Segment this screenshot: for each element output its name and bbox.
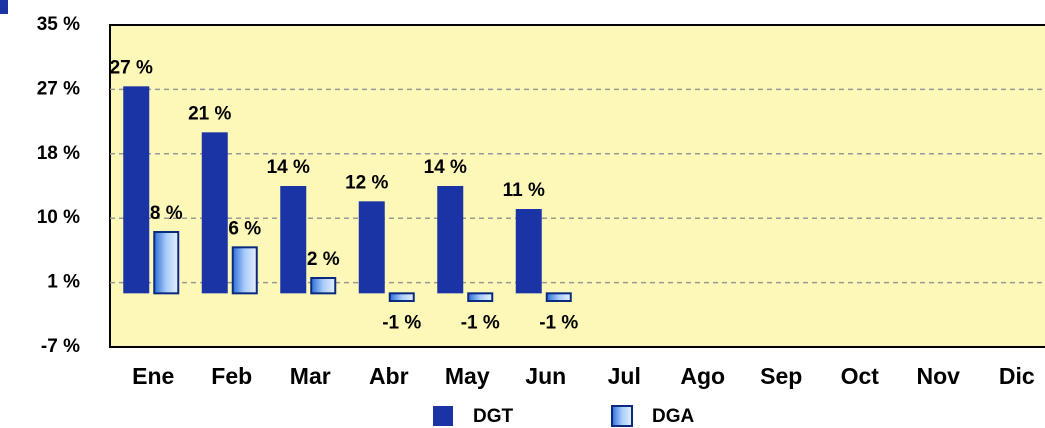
y-tick-label: 18 % — [37, 143, 80, 164]
x-tick-label: Abr — [369, 363, 409, 389]
bar — [358, 201, 385, 294]
bar — [231, 246, 258, 295]
data-label: -1 % — [539, 312, 578, 333]
y-tick-label: -7 % — [41, 336, 80, 357]
data-label: 14 % — [424, 157, 467, 178]
legend-label: DGA — [652, 406, 695, 427]
bar — [280, 186, 307, 294]
bar — [545, 292, 572, 303]
x-tick-label: Feb — [211, 363, 252, 389]
data-label: 21 % — [188, 103, 231, 124]
x-tick-label: Nov — [917, 363, 961, 389]
y-tick-label: 27 % — [37, 78, 80, 99]
x-tick-label: Mar — [290, 363, 331, 389]
data-label: 11 % — [503, 180, 545, 201]
x-tick-label: Sep — [760, 363, 802, 389]
x-tick-label: Dic — [999, 363, 1035, 389]
legend-label: DGT — [473, 406, 514, 427]
y-tick-label: 35 % — [37, 14, 80, 35]
data-label: 27 % — [110, 57, 153, 78]
legend-swatch — [611, 405, 633, 427]
y-tick-label: 1 % — [47, 272, 80, 293]
bar — [437, 186, 464, 294]
data-label: -1 % — [382, 312, 421, 333]
data-label: 6 % — [228, 218, 261, 239]
bar — [515, 209, 542, 294]
x-tick-label: Ene — [132, 363, 174, 389]
x-tick-label: Jul — [608, 363, 641, 389]
bar — [467, 292, 494, 303]
bar — [388, 292, 415, 303]
data-label: 12 % — [345, 172, 388, 193]
x-tick-label: Jun — [525, 363, 566, 389]
data-label: 14 % — [267, 157, 310, 178]
y-tick-label: 10 % — [37, 207, 80, 228]
x-tick-label: Ago — [680, 363, 725, 389]
bar — [201, 132, 228, 294]
bar — [123, 86, 150, 294]
legend-swatch — [433, 406, 453, 426]
x-tick-label: Oct — [841, 363, 880, 389]
x-tick-label: May — [445, 363, 490, 389]
plot-area — [109, 24, 1045, 348]
bar — [153, 231, 180, 295]
data-label: -1 % — [461, 312, 500, 333]
data-label: 2 % — [307, 249, 340, 270]
data-label: 8 % — [150, 203, 183, 224]
bar — [310, 277, 337, 295]
corner-mark — [0, 0, 8, 14]
